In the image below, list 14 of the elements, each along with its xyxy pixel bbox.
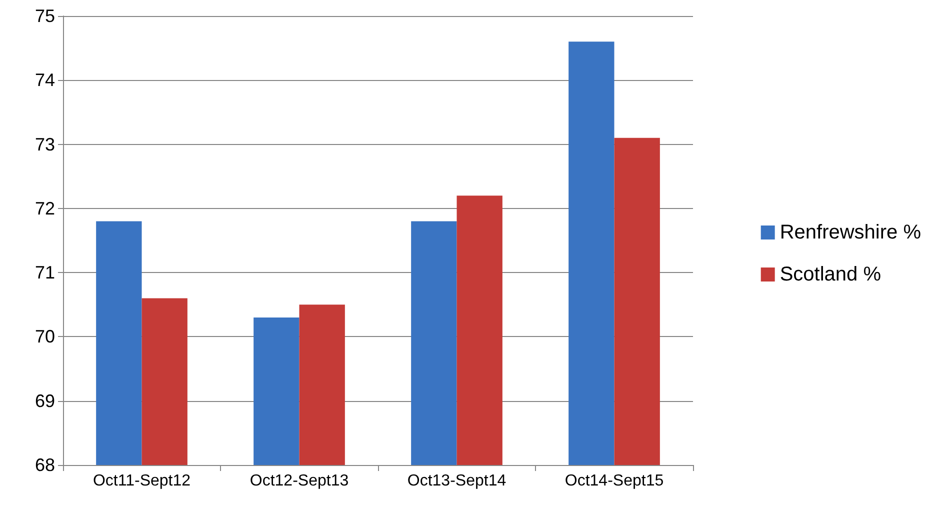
legend-label: Renfrewshire % [780,222,922,244]
x-tick-label: Oct14-Sept15 [564,472,664,490]
y-tick-label: 73 [34,134,55,154]
legend-label: Scotland % [780,264,882,286]
y-tick-label: 72 [34,198,55,218]
x-tick-label: Oct11-Sept12 [92,472,191,490]
y-tick-label: 74 [34,70,55,90]
x-tick-label: Oct13-Sept14 [407,472,506,490]
y-tick-label: 71 [34,262,55,283]
y-tick-label: 69 [34,390,55,411]
x-tick-label: Oct12-Sept13 [250,472,349,490]
y-tick-label: 70 [34,326,55,347]
y-tick-label: 68 [34,455,55,475]
y-tick-label: 75 [34,6,55,26]
